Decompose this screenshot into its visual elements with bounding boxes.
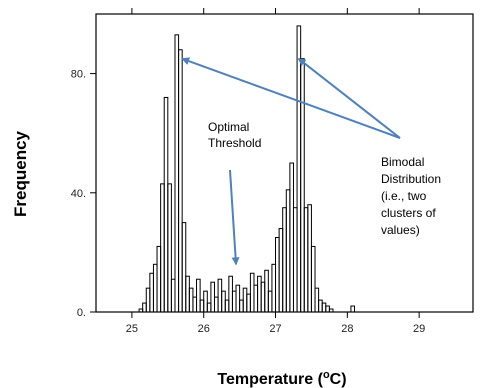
bimodal-arrow-right (297, 57, 401, 139)
histogram-bar (174, 34, 180, 313)
annotation-bimodal-line-3: (i.e., two (381, 189, 427, 203)
histogram-bar (210, 281, 215, 313)
histogram-bar (350, 305, 356, 313)
bottom-axis-ticks (131, 312, 420, 318)
histogram-bar (260, 281, 266, 313)
x-tick-label: 28 (341, 323, 353, 335)
histogram-bar (328, 308, 334, 313)
histogram-bar (264, 269, 269, 313)
histogram-bar (156, 245, 162, 313)
histogram-bar (228, 275, 233, 313)
annotation-bimodal-line-4: clusters of (381, 206, 436, 220)
x-tick-label: 27 (269, 323, 281, 335)
histogram-bar (231, 290, 237, 313)
histogram-bar (282, 207, 287, 313)
histogram-bar (314, 287, 320, 313)
histogram-bar (318, 299, 323, 313)
y-tick-label: 0. (77, 307, 86, 319)
histogram-bar (221, 290, 226, 313)
histogram-bar (206, 302, 212, 313)
histogram-bar (160, 183, 165, 313)
annotation-bimodal-line-1: Bimodal (381, 155, 424, 169)
x-axis-title-tail: C) (330, 371, 347, 388)
histogram-bar (239, 299, 244, 313)
histogram-bar (292, 207, 298, 313)
x-tick-label: 26 (198, 323, 210, 335)
histogram-bar (213, 296, 219, 313)
histogram-bar (224, 299, 230, 313)
x-axis-title-main: Temperature ( (217, 371, 323, 388)
histogram-bar (253, 284, 259, 313)
histogram-bar (275, 237, 280, 313)
histogram-bar (289, 162, 294, 313)
histogram-bar (242, 287, 248, 313)
y-axis-title: Frequency (11, 130, 30, 217)
histogram-bar (199, 299, 205, 313)
histogram-bar (167, 183, 172, 313)
annotation-threshold-line-2: Threshold (208, 136, 261, 150)
y-tick-label: 80. (71, 69, 86, 81)
histogram-bar (310, 245, 316, 313)
y-tick-label: 40. (71, 188, 86, 200)
histogram-bar (303, 207, 309, 313)
y-tick-labels: 0. 40. 80. (71, 69, 86, 319)
histogram-bar (325, 305, 330, 313)
histogram-bar (271, 263, 277, 313)
bimodal-arrow-left (181, 57, 401, 139)
histogram-bar (192, 296, 198, 313)
x-tick-labels: 25 26 27 28 29 (126, 323, 425, 335)
histogram-bar (307, 204, 312, 313)
histogram-bar (185, 275, 190, 313)
histogram-bar (152, 263, 158, 313)
histogram-bar (142, 302, 147, 313)
histogram-bar (188, 287, 194, 313)
left-axis-ticks (90, 73, 96, 313)
histogram-bar (249, 272, 255, 313)
annotation-threshold: Optimal Threshold (208, 120, 261, 150)
histogram-bar (196, 278, 201, 313)
histogram-bar (138, 308, 144, 313)
histogram-bar (246, 293, 251, 313)
histogram-bar (181, 222, 187, 313)
histogram-bar (300, 58, 305, 313)
histogram-bar (145, 287, 151, 313)
x-axis-title-sup: o (323, 369, 330, 381)
histogram-bar (170, 278, 176, 313)
threshold-arrow (229, 169, 240, 266)
histogram-bar (217, 278, 223, 313)
histogram-bar (267, 290, 273, 313)
histogram-bar (163, 96, 169, 313)
histogram-bar (321, 302, 327, 313)
histogram-bar (203, 290, 208, 313)
histogram-bar (257, 275, 262, 313)
top-axis-ticks (131, 8, 420, 14)
histogram-bar (296, 25, 302, 313)
annotation-bimodal-line-5: values) (381, 223, 420, 237)
histogram-bar (285, 189, 291, 313)
histogram-bar (178, 49, 183, 313)
annotation-bimodal-line-2: Distribution (381, 172, 441, 186)
histogram-bar (235, 284, 241, 313)
x-tick-label: 25 (126, 323, 138, 335)
histogram-bar (149, 272, 154, 313)
x-axis-title: Temperature (oC) (217, 369, 346, 388)
annotation-bimodal: Bimodal Distribution (i.e., two clusters… (381, 155, 444, 237)
annotation-threshold-line-1: Optimal (208, 120, 249, 134)
x-tick-label: 29 (413, 323, 425, 335)
histogram-bar (278, 228, 284, 313)
histogram-bars (138, 25, 356, 313)
